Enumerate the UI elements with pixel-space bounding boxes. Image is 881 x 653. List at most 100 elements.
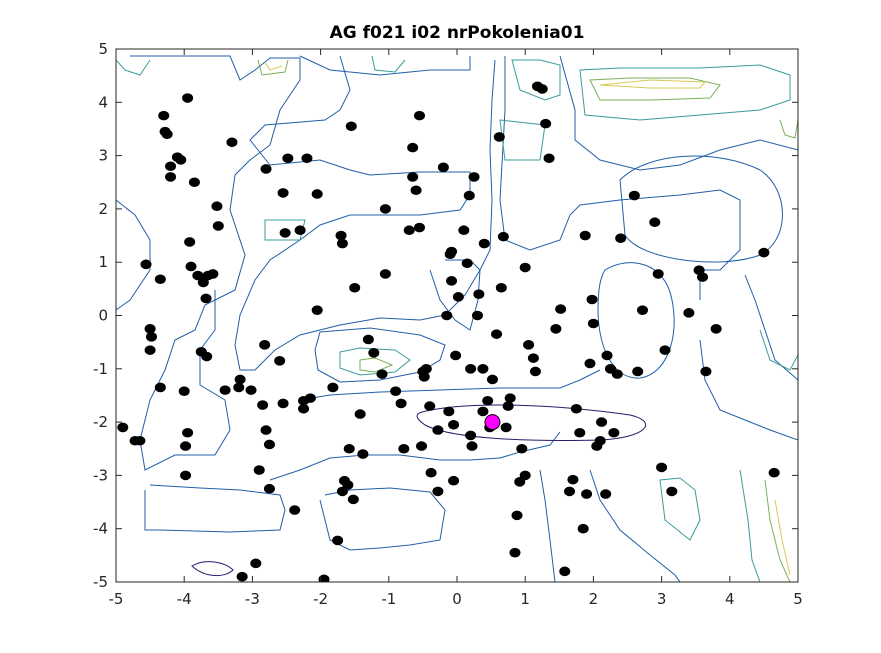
population-point [425,467,437,478]
population-point [362,334,374,345]
population-point [161,129,173,140]
population-point [342,480,354,490]
contour-line [371,55,406,73]
population-point [637,305,649,315]
population-point [185,261,197,272]
population-point [311,305,323,315]
contour-line [339,347,411,376]
contour-line [499,56,741,300]
population-point [165,172,177,182]
population-point [458,225,470,236]
population-point [432,425,444,435]
population-point [529,366,541,377]
contour-line [499,119,546,161]
x-tick-label: 0 [452,590,462,608]
population-point [502,401,514,411]
contour-line [759,329,798,371]
population-point [465,430,477,441]
population-point [478,238,490,249]
population-point [519,262,531,273]
population-point [477,406,489,417]
y-tick-label: -4 [93,520,108,538]
population-point [211,201,223,212]
population-point [182,93,194,103]
population-point [259,340,271,350]
population-point [559,566,571,577]
contour-line [116,59,151,76]
population-point [652,269,664,279]
population-point [379,204,391,214]
contour-line [599,79,707,89]
x-tick-label: 2 [589,590,599,608]
y-tick-label: 2 [98,200,108,218]
population-point [649,217,661,228]
population-point [632,366,644,377]
population-point [491,329,503,339]
population-point [182,427,194,438]
population-point [420,364,432,374]
population-point [536,84,548,94]
population-point [500,422,512,433]
population-point [579,230,591,241]
population-point [413,222,425,233]
y-tick-label: 4 [98,93,108,111]
contour-line [739,469,761,582]
population-point [511,510,523,521]
x-tick-label: -4 [177,590,192,608]
x-tick-label: -5 [109,590,124,608]
y-tick-label: -3 [93,466,108,484]
contour-line [511,59,561,101]
population-point [144,324,156,334]
population-point [550,324,562,334]
population-point [574,427,586,438]
population-point [486,374,498,385]
population-point [154,274,166,285]
population-point [327,382,339,393]
population-point [212,221,224,231]
population-point [666,486,678,497]
contour-line [234,55,496,371]
population-point [656,462,668,473]
best-point [484,414,501,431]
population-point [543,153,555,164]
population-point [443,406,455,417]
population-point [523,340,535,350]
population-point [289,505,301,515]
contour-line [579,64,791,121]
population-point [768,467,780,478]
population-point [245,385,257,395]
population-point [596,417,608,427]
contour-line [539,469,556,582]
population-point [659,345,671,355]
contour-line [319,487,446,551]
population-point [584,358,596,369]
population-point [390,386,402,396]
population-point [197,277,209,288]
population-point [527,353,539,363]
population-point [628,190,640,201]
contour-line [257,59,289,76]
population-point [413,110,425,121]
y-axis: -5 -4 -3 -2 -1 0 1 2 3 4 5 [93,40,798,591]
population-point [134,435,146,446]
population-point [403,225,415,236]
population-point [376,369,388,379]
x-axis: -5 -4 -3 -2 -1 0 1 2 3 4 5 [109,49,803,608]
chart-title: AG f021 i02 nrPokolenia01 [330,23,585,43]
population-point [570,403,582,414]
population-point [461,258,473,269]
population-point [347,494,359,505]
population-point [144,345,156,355]
population-point [343,443,355,454]
population-point [263,483,275,494]
population-point [450,350,462,361]
contour-line [144,484,286,533]
data-points [117,81,780,582]
x-tick-label: -2 [313,590,328,608]
population-point [277,188,289,198]
contour-line [264,219,306,241]
y-tick-label: 5 [98,40,108,58]
population-point [253,465,265,475]
population-point [448,475,460,486]
